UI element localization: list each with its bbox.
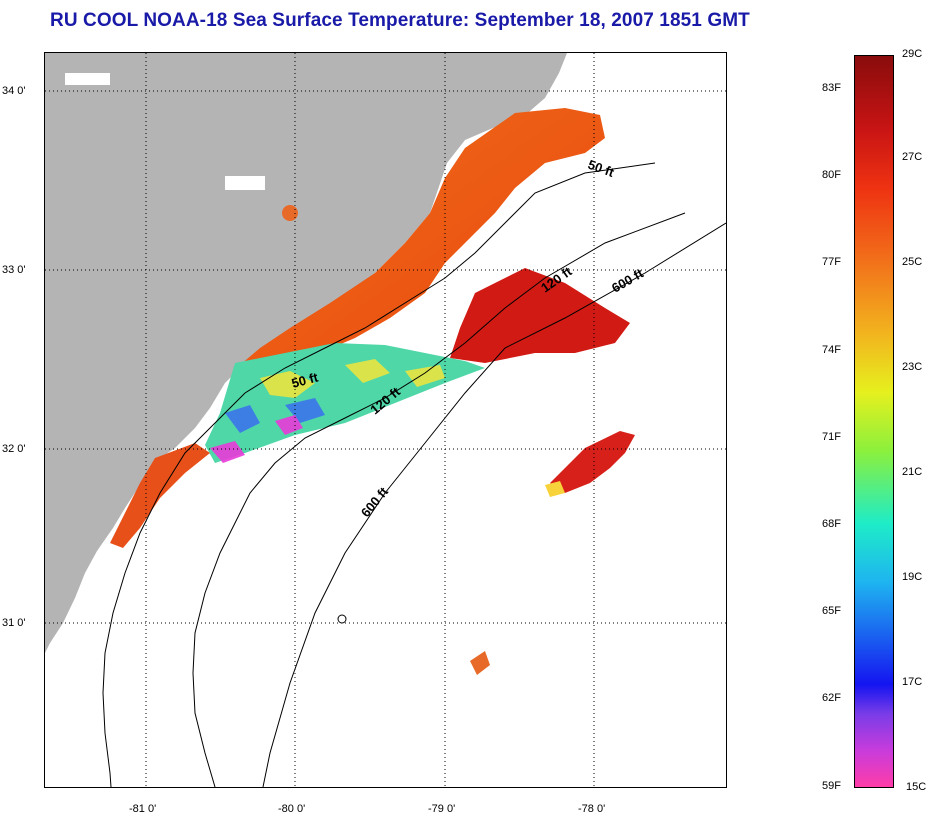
- sst-yellow-patches: [260, 359, 445, 398]
- colorbar-f-62: 62F: [822, 692, 841, 704]
- contour-label-600ft-north: 600 ft: [609, 265, 646, 295]
- colorbar-f-68: 68F: [822, 518, 841, 530]
- lon-label-80: -80 0': [278, 803, 306, 815]
- map-svg: 50 ft 120 ft 600 ft 50 ft 120 ft 600 ft: [45, 53, 726, 787]
- contour-600ft: [262, 222, 726, 787]
- lon-label-79: -79 0': [428, 803, 456, 815]
- contour-label-50ft-north: 50 ft: [586, 157, 617, 180]
- sst-offshore-yellow: [545, 481, 565, 497]
- colorbar-f-80: 80F: [822, 169, 841, 181]
- colorbar-f-74: 74F: [822, 344, 841, 356]
- colorbar-f-71: 71F: [822, 431, 841, 443]
- sst-warm-band-south: [110, 443, 210, 548]
- land-area: [45, 53, 567, 653]
- colorbar-f-83: 83F: [822, 82, 841, 94]
- colorbar-c-19: 19C: [902, 571, 923, 583]
- graticule: [45, 53, 726, 787]
- contour-50ft: [102, 162, 656, 787]
- colorbar-c-15: 15C: [906, 781, 927, 793]
- sst-cool-zone: [205, 343, 485, 463]
- sst-magenta-patches: [210, 415, 303, 463]
- lon-label-78: -78 0': [578, 803, 606, 815]
- colorbar-c-21: 21C: [902, 466, 923, 478]
- island-1: [65, 73, 110, 85]
- sst-blob-small-2: [282, 205, 298, 221]
- sst-map: 50 ft 120 ft 600 ft 50 ft 120 ft 600 ft: [44, 52, 727, 788]
- contour-label-50ft-south: 50 ft: [290, 369, 320, 391]
- colorbar-c-25: 25C: [902, 256, 923, 268]
- sst-small-blob: [470, 651, 490, 675]
- sst-hot-core: [450, 268, 630, 363]
- lon-label-81: -81 0': [129, 803, 157, 815]
- contour-ring: [337, 614, 347, 624]
- sst-offshore-blob: [550, 431, 635, 493]
- colorbar-f-65: 65F: [822, 605, 841, 617]
- colorbar-c-27: 27C: [902, 151, 923, 163]
- colorbar-f-59: 59F: [822, 780, 841, 792]
- lat-label-31: 31 0': [2, 617, 26, 629]
- colorbar-f-77: 77F: [822, 256, 841, 268]
- colorbar-c-23: 23C: [902, 361, 923, 373]
- temperature-colorbar: [854, 55, 894, 788]
- lat-label-33: 33 0': [2, 264, 26, 276]
- lat-label-34: 34 0': [2, 85, 26, 97]
- sst-warm-band-north: [240, 108, 605, 371]
- sst-blue-patches: [225, 398, 325, 433]
- lat-label-32: 32 0': [2, 443, 26, 455]
- colorbar-c-29: 29C: [902, 48, 923, 60]
- map-title: RU COOL NOAA-18 Sea Surface Temperature:…: [50, 10, 750, 31]
- colorbar-c-17: 17C: [902, 676, 923, 688]
- island-2: [225, 176, 265, 190]
- contour-120ft: [192, 212, 686, 787]
- contour-label-600ft-south: 600 ft: [358, 484, 392, 520]
